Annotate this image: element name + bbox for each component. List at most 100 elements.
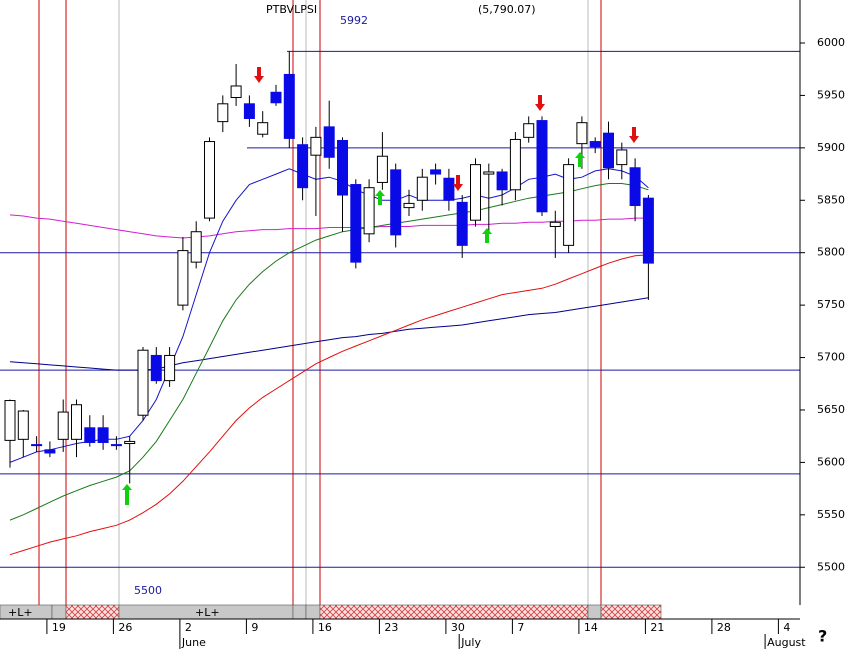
candle-body bbox=[443, 177, 455, 201]
candle-body bbox=[97, 427, 109, 443]
average-line bbox=[9, 254, 649, 556]
buy-arrow bbox=[375, 190, 385, 205]
strip-cell bbox=[587, 604, 602, 620]
x-tick-label: 28 bbox=[717, 621, 731, 634]
candle-body bbox=[17, 410, 29, 440]
candle-body bbox=[84, 427, 96, 443]
y-tick-label: 5850 bbox=[817, 193, 845, 206]
candle-body bbox=[190, 231, 202, 263]
y-tick-label: 5950 bbox=[817, 88, 845, 101]
sell-arrow bbox=[629, 127, 639, 143]
strip-cell bbox=[600, 604, 662, 620]
candle-body bbox=[603, 132, 614, 169]
candle-body bbox=[310, 136, 322, 156]
candle-body bbox=[110, 444, 122, 447]
candle-body bbox=[337, 140, 348, 196]
candle-body bbox=[243, 103, 255, 119]
candle-body bbox=[536, 120, 548, 213]
y-tick-label: 5500 bbox=[817, 560, 845, 573]
candle-body bbox=[230, 85, 242, 99]
x-tick-label: 30 bbox=[451, 621, 465, 634]
y-tick-label: 6000 bbox=[817, 36, 845, 49]
candle-body bbox=[589, 141, 601, 148]
candle-body bbox=[642, 197, 654, 264]
candle-body bbox=[44, 449, 56, 454]
x-tick-label: 2 bbox=[185, 621, 192, 634]
candle-body bbox=[124, 440, 136, 445]
x-tick-label: 4 bbox=[783, 621, 790, 634]
candle-body bbox=[376, 155, 388, 183]
candle-body bbox=[177, 250, 189, 306]
candle-body bbox=[297, 144, 309, 189]
candle-body bbox=[137, 349, 149, 416]
candle-body bbox=[31, 444, 43, 447]
y-tick-label: 5700 bbox=[817, 351, 845, 364]
strip-cell bbox=[319, 604, 589, 620]
candle-body bbox=[483, 171, 495, 175]
event-strip: +L+ +L+ bbox=[0, 604, 800, 620]
y-tick-label: 5750 bbox=[817, 298, 845, 311]
y-tick-label: 5600 bbox=[817, 455, 845, 468]
candle-body bbox=[403, 202, 415, 209]
strip-label: +L+ bbox=[195, 606, 220, 619]
candle-body bbox=[217, 103, 229, 123]
x-tick-label: 23 bbox=[384, 621, 398, 634]
help-button[interactable]: ? bbox=[818, 627, 827, 646]
candle-body bbox=[71, 404, 82, 440]
candle-body bbox=[456, 201, 468, 246]
average-line bbox=[9, 297, 649, 371]
month-label: August bbox=[767, 636, 806, 649]
last-price: (5,790.07) bbox=[478, 3, 536, 16]
candle-body bbox=[4, 400, 16, 441]
y-tick-label: 5800 bbox=[817, 246, 845, 259]
strip-cell bbox=[305, 604, 321, 620]
candle-body bbox=[470, 164, 481, 221]
level-label: 5500 bbox=[134, 584, 162, 597]
month-label: June bbox=[181, 636, 206, 649]
candle-body bbox=[57, 411, 69, 440]
candle-body bbox=[350, 184, 362, 263]
candle-body bbox=[576, 122, 588, 145]
candle-body bbox=[257, 122, 269, 135]
candle-body bbox=[283, 73, 295, 139]
buy-arrow bbox=[122, 484, 132, 505]
x-tick-label: 21 bbox=[650, 621, 664, 634]
x-tick-label: 7 bbox=[517, 621, 524, 634]
strip-label: +L+ bbox=[8, 606, 33, 619]
x-tick-label: 16 bbox=[318, 621, 332, 634]
candle-body bbox=[523, 123, 535, 138]
buy-arrow bbox=[575, 152, 585, 167]
level-label: 5992 bbox=[340, 14, 368, 27]
candle-body bbox=[496, 171, 508, 191]
x-tick-label: 9 bbox=[251, 621, 258, 634]
candle-body bbox=[629, 167, 641, 207]
sell-arrow bbox=[535, 95, 545, 111]
candle-body bbox=[164, 354, 176, 382]
x-tick-label: 19 bbox=[52, 621, 66, 634]
month-label: July bbox=[460, 636, 481, 649]
candle-body bbox=[563, 164, 575, 246]
x-tick-label: 26 bbox=[118, 621, 132, 634]
strip-cell bbox=[65, 604, 120, 620]
candle-body bbox=[363, 187, 375, 235]
candle-body bbox=[509, 138, 521, 191]
candle-body bbox=[430, 169, 442, 175]
y-tick-label: 5550 bbox=[817, 508, 845, 521]
candle-body bbox=[270, 91, 282, 104]
candle-body bbox=[323, 126, 335, 158]
y-tick-label: 5900 bbox=[817, 141, 845, 154]
candle-body bbox=[390, 169, 402, 236]
candle-body bbox=[549, 221, 561, 227]
strip-cell bbox=[292, 604, 307, 620]
y-tick-label: 5650 bbox=[817, 403, 845, 416]
signals bbox=[122, 67, 639, 505]
candle-body bbox=[150, 354, 162, 382]
candle-body bbox=[204, 141, 215, 219]
x-tick-label: 14 bbox=[584, 621, 598, 634]
average-line bbox=[9, 214, 649, 239]
candle-body bbox=[416, 176, 428, 201]
strip-cell bbox=[51, 604, 67, 620]
chart-title: PTBVLPSI bbox=[266, 3, 317, 16]
